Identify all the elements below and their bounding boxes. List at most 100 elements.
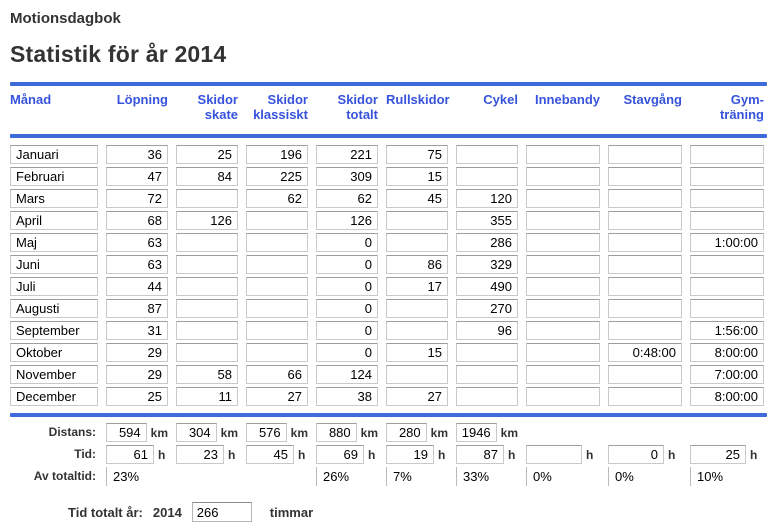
value-cell-cykel: 286 xyxy=(456,233,518,252)
value-cell-lopning: 72 xyxy=(106,189,168,208)
column-header-gymtraning: Gym- träning xyxy=(719,92,764,122)
value-cell-skidor_klassiskt: 27 xyxy=(246,387,308,406)
value-cell-rullskidor: 86 xyxy=(386,255,448,274)
percent-of-total-value-innebandy: 0% xyxy=(526,467,600,486)
total-hours-input[interactable] xyxy=(191,502,252,522)
time-cell-innebandy: h xyxy=(526,445,600,464)
value-cell-lopning: 29 xyxy=(106,343,168,362)
distance-value-cykel: 1946 xyxy=(456,423,497,442)
value-cell-skidor_totalt: 221 xyxy=(316,145,378,164)
distance-value-lopning: 594 xyxy=(106,423,147,442)
value-cell-skidor_skate: 11 xyxy=(176,387,238,406)
value-cell-gymtraning: 1:00:00 xyxy=(690,233,764,252)
month-cell: Juni xyxy=(10,255,98,274)
distance-cell-lopning: 594 km xyxy=(106,423,168,442)
value-cell-gymtraning xyxy=(690,211,764,230)
value-cell-rullskidor: 15 xyxy=(386,167,448,186)
value-cell-skidor_skate: 126 xyxy=(176,211,238,230)
value-cell-cykel xyxy=(456,343,518,362)
value-cell-innebandy xyxy=(526,277,600,296)
time-value-innebandy xyxy=(526,445,582,464)
unit-label: km xyxy=(290,425,308,440)
month-cell: Augusti xyxy=(10,299,98,318)
value-cell-rullskidor: 75 xyxy=(386,145,448,164)
value-cell-rullskidor: 15 xyxy=(386,343,448,362)
table-row: Juni 63 0 86 329 xyxy=(10,255,764,274)
value-cell-skidor_klassiskt xyxy=(246,343,308,362)
value-cell-innebandy xyxy=(526,387,600,406)
value-cell-lopning: 87 xyxy=(106,299,168,318)
column-header-skidor_skate: Skidor skate xyxy=(197,92,238,122)
distance-cell-skidor_totalt: 880 km xyxy=(316,423,378,442)
value-cell-cykel: 120 xyxy=(456,189,518,208)
value-cell-innebandy xyxy=(526,233,600,252)
value-cell-stavgang xyxy=(608,255,682,274)
value-cell-gymtraning: 8:00:00 xyxy=(690,343,764,362)
value-cell-skidor_klassiskt xyxy=(246,255,308,274)
value-cell-skidor_skate xyxy=(176,321,238,340)
time-cell-rullskidor: 19 h xyxy=(386,445,448,464)
time-value-lopning: 61 xyxy=(106,445,154,464)
unit-label: h xyxy=(158,447,166,462)
value-cell-stavgang xyxy=(608,365,682,384)
month-cell: December xyxy=(10,387,98,406)
value-cell-innebandy xyxy=(526,299,600,318)
value-cell-skidor_totalt: 309 xyxy=(316,167,378,186)
total-year-value: 2014 xyxy=(152,504,182,520)
time-value-rullskidor: 19 xyxy=(386,445,434,464)
unit-label: h xyxy=(508,447,516,462)
percent-of-total-value-cykel: 33% xyxy=(456,467,518,486)
value-cell-innebandy xyxy=(526,321,600,340)
value-cell-skidor_skate xyxy=(176,299,238,318)
unit-label: h xyxy=(228,447,236,462)
time-cell-skidor_skate: 23 h xyxy=(176,445,238,464)
month-cell: Januari xyxy=(10,145,98,164)
value-cell-skidor_totalt: 38 xyxy=(316,387,378,406)
month-cell: Oktober xyxy=(10,343,98,362)
value-cell-skidor_totalt: 0 xyxy=(316,321,378,340)
value-cell-gymtraning: 7:00:00 xyxy=(690,365,764,384)
unit-label: km xyxy=(360,425,378,440)
value-cell-lopning: 36 xyxy=(106,145,168,164)
value-cell-stavgang xyxy=(608,233,682,252)
time-cell-lopning: 61 h xyxy=(106,445,168,464)
distance-cell-skidor_skate: 304 km xyxy=(176,423,238,442)
value-cell-skidor_skate xyxy=(176,255,238,274)
table-row: Mars 72 62 62 45 120 xyxy=(10,189,764,208)
value-cell-stavgang xyxy=(608,321,682,340)
value-cell-gymtraning xyxy=(690,299,764,318)
value-cell-skidor_totalt: 124 xyxy=(316,365,378,384)
total-time-label: Tid totalt år: xyxy=(68,504,143,520)
unit-label: h xyxy=(668,447,676,462)
column-header-innebandy: Innebandy xyxy=(534,92,600,107)
value-cell-lopning: 47 xyxy=(106,167,168,186)
month-cell: Juli xyxy=(10,277,98,296)
value-cell-skidor_skate: 25 xyxy=(176,145,238,164)
value-cell-cykel: 270 xyxy=(456,299,518,318)
value-cell-skidor_klassiskt: 66 xyxy=(246,365,308,384)
value-cell-innebandy xyxy=(526,167,600,186)
value-cell-lopning: 63 xyxy=(106,255,168,274)
value-cell-gymtraning xyxy=(690,277,764,296)
value-cell-cykel xyxy=(456,365,518,384)
value-cell-rullskidor xyxy=(386,211,448,230)
column-header-cykel: Cykel xyxy=(483,92,518,107)
time-value-skidor_skate: 23 xyxy=(176,445,224,464)
time-value-skidor_totalt: 69 xyxy=(316,445,364,464)
month-cell: April xyxy=(10,211,98,230)
percent-of-total-value-gymtraning: 10% xyxy=(690,467,764,486)
month-cell: September xyxy=(10,321,98,340)
value-cell-skidor_klassiskt xyxy=(246,277,308,296)
value-cell-skidor_skate xyxy=(176,189,238,208)
value-cell-skidor_skate xyxy=(176,233,238,252)
percent-of-total-value-stavgang: 0% xyxy=(608,467,682,486)
time-cell-skidor_klassiskt: 45 h xyxy=(246,445,308,464)
value-cell-skidor_klassiskt xyxy=(246,233,308,252)
unit-label: km xyxy=(220,425,238,440)
table-row: November 29 58 66 124 7:00:00 xyxy=(10,365,764,384)
value-cell-cykel: 355 xyxy=(456,211,518,230)
value-cell-rullskidor xyxy=(386,233,448,252)
table-row: December 25 11 27 38 27 8:00:00 xyxy=(10,387,764,406)
value-cell-skidor_skate: 58 xyxy=(176,365,238,384)
distance-cell-cykel: 1946 km xyxy=(456,423,518,442)
